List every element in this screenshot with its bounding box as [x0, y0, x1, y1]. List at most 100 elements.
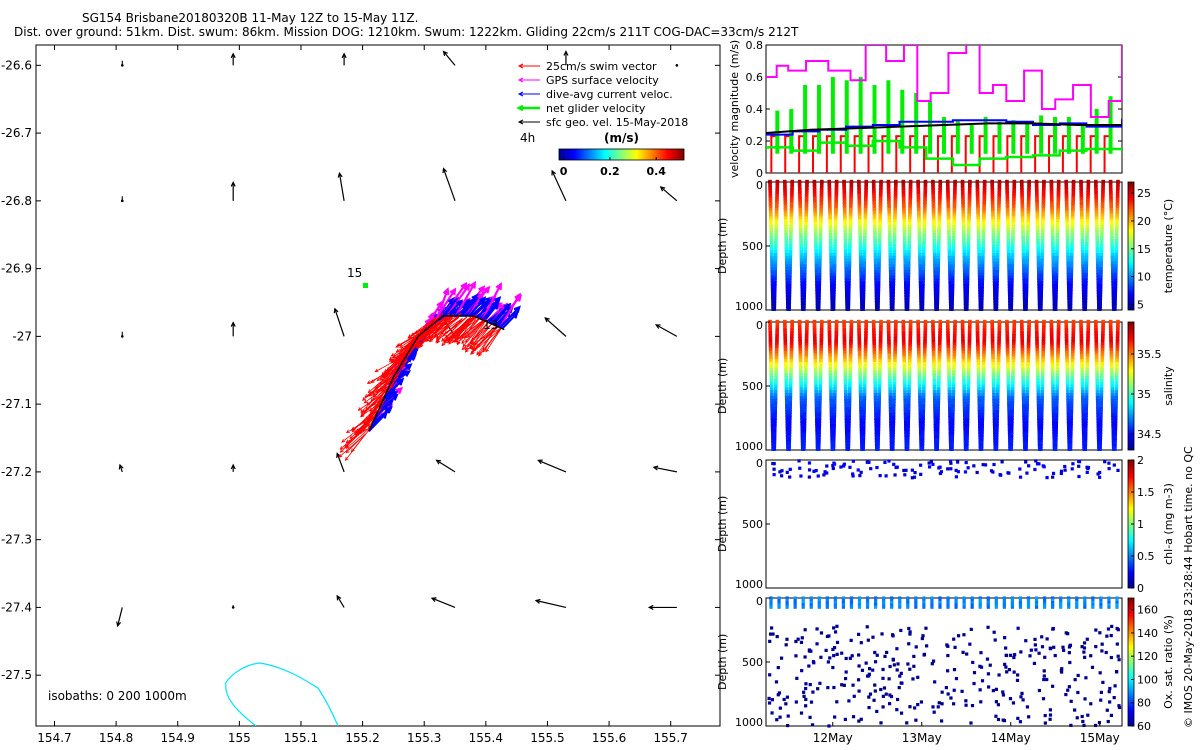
temperature-sample	[833, 247, 837, 252]
salinity-sample	[976, 350, 980, 356]
temperature-sample	[902, 224, 907, 230]
salinity-sample	[962, 381, 966, 387]
salinity-sample	[769, 373, 774, 378]
salinity-sample	[967, 336, 972, 342]
salinity-sample	[817, 415, 822, 420]
salinity-sample	[769, 359, 773, 364]
salinity-sample	[827, 319, 832, 325]
salinity-sample	[1050, 353, 1055, 358]
temperature-sample	[817, 261, 822, 266]
temperature-sample	[992, 258, 996, 264]
temperature-sample	[1037, 272, 1041, 278]
salinity-sample	[996, 359, 1001, 364]
salinity-sample	[819, 328, 824, 333]
temperature-sample	[847, 275, 851, 280]
salinity-sample	[982, 342, 986, 347]
temperature-sample	[1099, 236, 1104, 241]
temperature-sample	[1026, 207, 1031, 213]
temperature-sample	[785, 272, 789, 278]
salinity-sample	[952, 353, 957, 358]
temperature-sample	[1009, 292, 1014, 297]
temperature-sample	[921, 255, 926, 261]
swim-vector-head	[374, 405, 379, 410]
temperature-sample	[902, 236, 907, 241]
colorbar-tick-label: 5	[1137, 298, 1144, 311]
temperature-sample	[1071, 193, 1076, 199]
temperature-sample	[773, 250, 778, 255]
temperature-sample	[872, 216, 877, 221]
temperature-sample	[848, 213, 853, 218]
temperature-sample	[1086, 182, 1091, 188]
salinity-sample	[769, 381, 774, 387]
salinity-sample	[947, 370, 951, 375]
salinity-points	[768, 319, 1120, 451]
temperature-sample	[950, 281, 955, 286]
temperature-sample	[1085, 238, 1089, 244]
temperature-sample	[876, 303, 880, 309]
salinity-sample	[769, 370, 774, 375]
temperature-sample	[1085, 224, 1090, 230]
temperature-sample	[1039, 281, 1044, 286]
gps-surface-vector-head	[483, 285, 491, 294]
salinity-sample	[842, 325, 846, 330]
salinity-sample	[906, 421, 910, 426]
temperature-sample	[921, 247, 926, 252]
temperature-sample	[948, 267, 952, 272]
salinity-sample	[803, 398, 807, 404]
temperature-sample	[922, 224, 927, 230]
salinity-sample	[873, 370, 877, 375]
salinity-sample	[848, 353, 853, 358]
salinity-sample	[878, 356, 882, 361]
temperature-sample	[843, 227, 848, 233]
salinity-sample	[932, 373, 937, 378]
temperature-sample	[1065, 244, 1070, 249]
salinity-sample	[842, 333, 847, 339]
salinity-sample	[921, 387, 926, 392]
temperature-sample	[891, 278, 896, 283]
temperature-sample	[907, 227, 912, 233]
salinity-sample	[996, 376, 1000, 381]
temperature-sample	[802, 269, 807, 275]
salinity-sample	[783, 333, 787, 339]
temperature-sample	[990, 179, 994, 185]
temperature-sample	[1116, 182, 1120, 188]
salinity-sample	[833, 356, 838, 361]
salinity-sample	[829, 412, 834, 418]
salinity-sample	[922, 373, 926, 378]
temperature-sample	[1005, 188, 1009, 193]
temperature-sample	[936, 278, 940, 283]
salinity-sample	[966, 395, 970, 401]
salinity-sample	[962, 401, 967, 406]
salinity-sample	[918, 409, 923, 415]
temperature-sample	[857, 196, 862, 202]
temperature-sample	[842, 179, 846, 185]
salinity-sample	[1009, 440, 1014, 446]
temperature-sample	[1085, 207, 1090, 213]
salinity-sample	[804, 342, 809, 347]
temperature-sample	[917, 244, 922, 249]
temperature-sample	[1109, 227, 1114, 233]
temperature-sample	[937, 227, 941, 233]
salinity-sample	[921, 426, 925, 432]
swim-vector-head	[370, 397, 375, 402]
temperature-sample	[931, 205, 936, 210]
temperature-sample	[803, 241, 808, 247]
temperature-sample	[1011, 207, 1016, 213]
temperature-sample	[908, 210, 912, 216]
temperature-sample	[1007, 275, 1012, 280]
temperature-sample	[932, 224, 936, 230]
temperature-sample	[887, 224, 892, 230]
salinity-sample	[844, 429, 849, 435]
salinity-sample	[843, 387, 848, 392]
salinity-sample	[861, 446, 865, 451]
geo-vector-head	[230, 181, 236, 187]
temperature-sample	[1115, 193, 1120, 199]
salinity-sample	[1041, 345, 1046, 350]
temperature-sample	[887, 193, 891, 199]
temperature-sample	[863, 216, 868, 221]
temperature-sample	[922, 213, 927, 218]
salinity-sample	[864, 336, 868, 342]
salinity-sample	[872, 336, 876, 342]
salinity-sample	[1006, 387, 1011, 392]
temperature-sample	[1070, 238, 1074, 244]
